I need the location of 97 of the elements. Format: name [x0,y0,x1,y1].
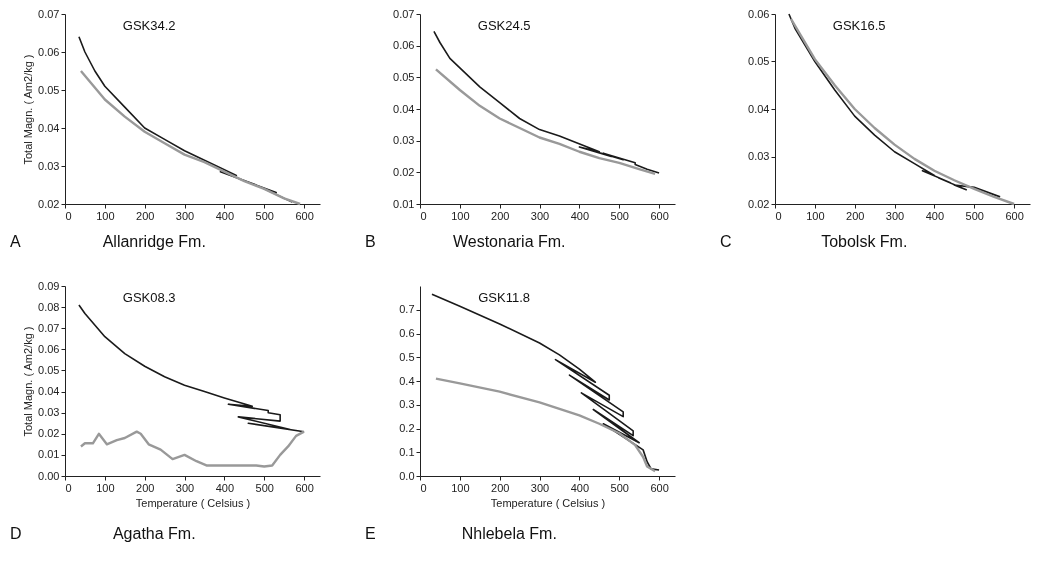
y-tick-label: 0.05 [748,55,770,67]
y-tick-label: 0.06 [393,39,415,52]
y-tick-label: 0.07 [38,7,60,20]
y-tick-label: 0.03 [38,406,60,419]
y-tick-label: 0.5 [399,350,415,363]
y-tick-label: 0.00 [38,469,60,482]
y-tick-label: 0.06 [38,45,60,58]
y-tick-label: 0.02 [748,197,770,210]
y-axis-title: Total Magn. ( Am2/kg ) [22,54,35,165]
y-tick-label: 0.04 [38,121,60,134]
x-tick-label: 100 [96,481,115,494]
y-tick-label: 0.05 [393,70,415,83]
x-tick-label: 200 [136,481,155,494]
y-tick-label: 0.02 [38,197,60,210]
x-tick-label: 500 [610,209,629,222]
line-series [434,377,657,473]
x-tick-label: 400 [215,481,235,494]
x-tick-label: 300 [530,209,550,222]
line-series [434,68,657,176]
chart-title: GSK16.5 [832,18,886,33]
x-tick-label: 300 [175,209,195,222]
x-tick-label: 0 [420,481,427,494]
x-tick-label: 300 [885,209,905,222]
text: Tobolsk Fm. [821,233,908,250]
text: Allanridge Fm. [102,233,206,250]
x-tick-label: 100 [451,481,470,494]
y-tick-label: 0.06 [38,342,60,355]
y-tick-label: 0.04 [38,385,60,398]
line-series [431,293,660,471]
x-tick-label: 400 [570,481,590,494]
y-tick-label: 0.0 [399,469,415,482]
y-tick-label: 0.6 [399,327,415,339]
y-tick-label: 0.04 [748,102,770,115]
y-tick-label: 0.07 [38,321,60,334]
y-tick-label: 0.04 [393,102,415,115]
text: D [10,525,22,542]
x-tick-label: 200 [136,209,155,222]
x-tick-label: 600 [1005,209,1024,222]
line-series [79,69,302,206]
text: B [365,233,376,250]
text: C [720,233,732,250]
x-tick-label: 100 [451,209,470,222]
x-tick-label: 600 [650,481,669,494]
text: Westonaria Fm. [452,233,566,250]
text: Agatha Fm. [112,525,196,542]
text: Nhlebela Fm. [461,525,557,542]
line-series [78,304,305,433]
chart-title: GSK34.2 [122,18,176,33]
x-tick-label: 500 [610,481,629,494]
chart-title: GSK11.8 [478,290,531,305]
x-tick-label: 600 [295,481,314,494]
x-tick-label: 200 [491,209,510,222]
y-tick-label: 0.03 [393,134,415,147]
y-tick-label: 0.3 [399,398,415,411]
y-tick-label: 0.05 [38,363,60,376]
x-tick-label: 500 [255,209,274,222]
y-tick-label: 0.01 [38,448,60,461]
y-tick-label: 0.03 [748,150,770,162]
x-tick-label: 600 [295,209,314,222]
x-tick-label: 300 [530,481,550,494]
text: A [10,233,21,250]
y-tick-label: 0.09 [38,279,60,292]
x-tick-label: 500 [965,209,984,222]
x-tick-label: 400 [925,209,945,222]
chart-title: GSK08.3 [122,290,176,305]
x-tick-label: 0 [775,209,782,222]
y-tick-label: 0.1 [399,445,415,458]
y-tick-label: 0.02 [38,427,60,440]
y-tick-label: 0.01 [393,197,415,210]
y-tick-label: 0.02 [393,165,415,178]
x-tick-label: 200 [846,209,865,222]
x-tick-label: 0 [420,209,427,222]
x-axis-title: Temperature ( Celsius ) [490,496,606,509]
y-axis-title: Total Magn. ( Am2/kg ) [22,326,35,437]
x-tick-label: 400 [215,209,235,222]
x-tick-label: 300 [175,481,195,494]
line-series [79,430,306,468]
y-tick-label: 0.07 [393,7,415,20]
x-tick-label: 500 [255,481,274,494]
x-tick-label: 0 [65,481,72,494]
x-tick-label: 600 [650,209,669,222]
line-series [433,30,660,174]
y-tick-label: 0.05 [38,83,60,96]
chart-title: GSK24.5 [477,18,531,33]
x-axis-title: Temperature ( Celsius ) [135,496,251,509]
y-tick-label: 0.06 [748,7,770,20]
x-tick-label: 100 [96,209,115,222]
text: E [365,525,376,542]
y-tick-label: 0.2 [399,422,415,434]
x-tick-label: 0 [65,209,72,222]
y-tick-label: 0.08 [38,300,60,313]
y-tick-label: 0.7 [399,303,415,316]
y-tick-label: 0.03 [38,159,60,172]
y-tick-label: 0.4 [399,374,415,387]
x-tick-label: 200 [491,481,510,494]
x-tick-label: 400 [570,209,590,222]
x-tick-label: 100 [806,209,825,222]
